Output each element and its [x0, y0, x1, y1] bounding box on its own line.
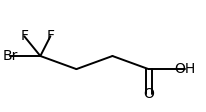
Text: F: F	[46, 29, 54, 43]
Text: Br: Br	[3, 49, 18, 63]
Text: OH: OH	[174, 62, 195, 76]
Text: O: O	[143, 87, 154, 101]
Text: F: F	[20, 29, 28, 43]
